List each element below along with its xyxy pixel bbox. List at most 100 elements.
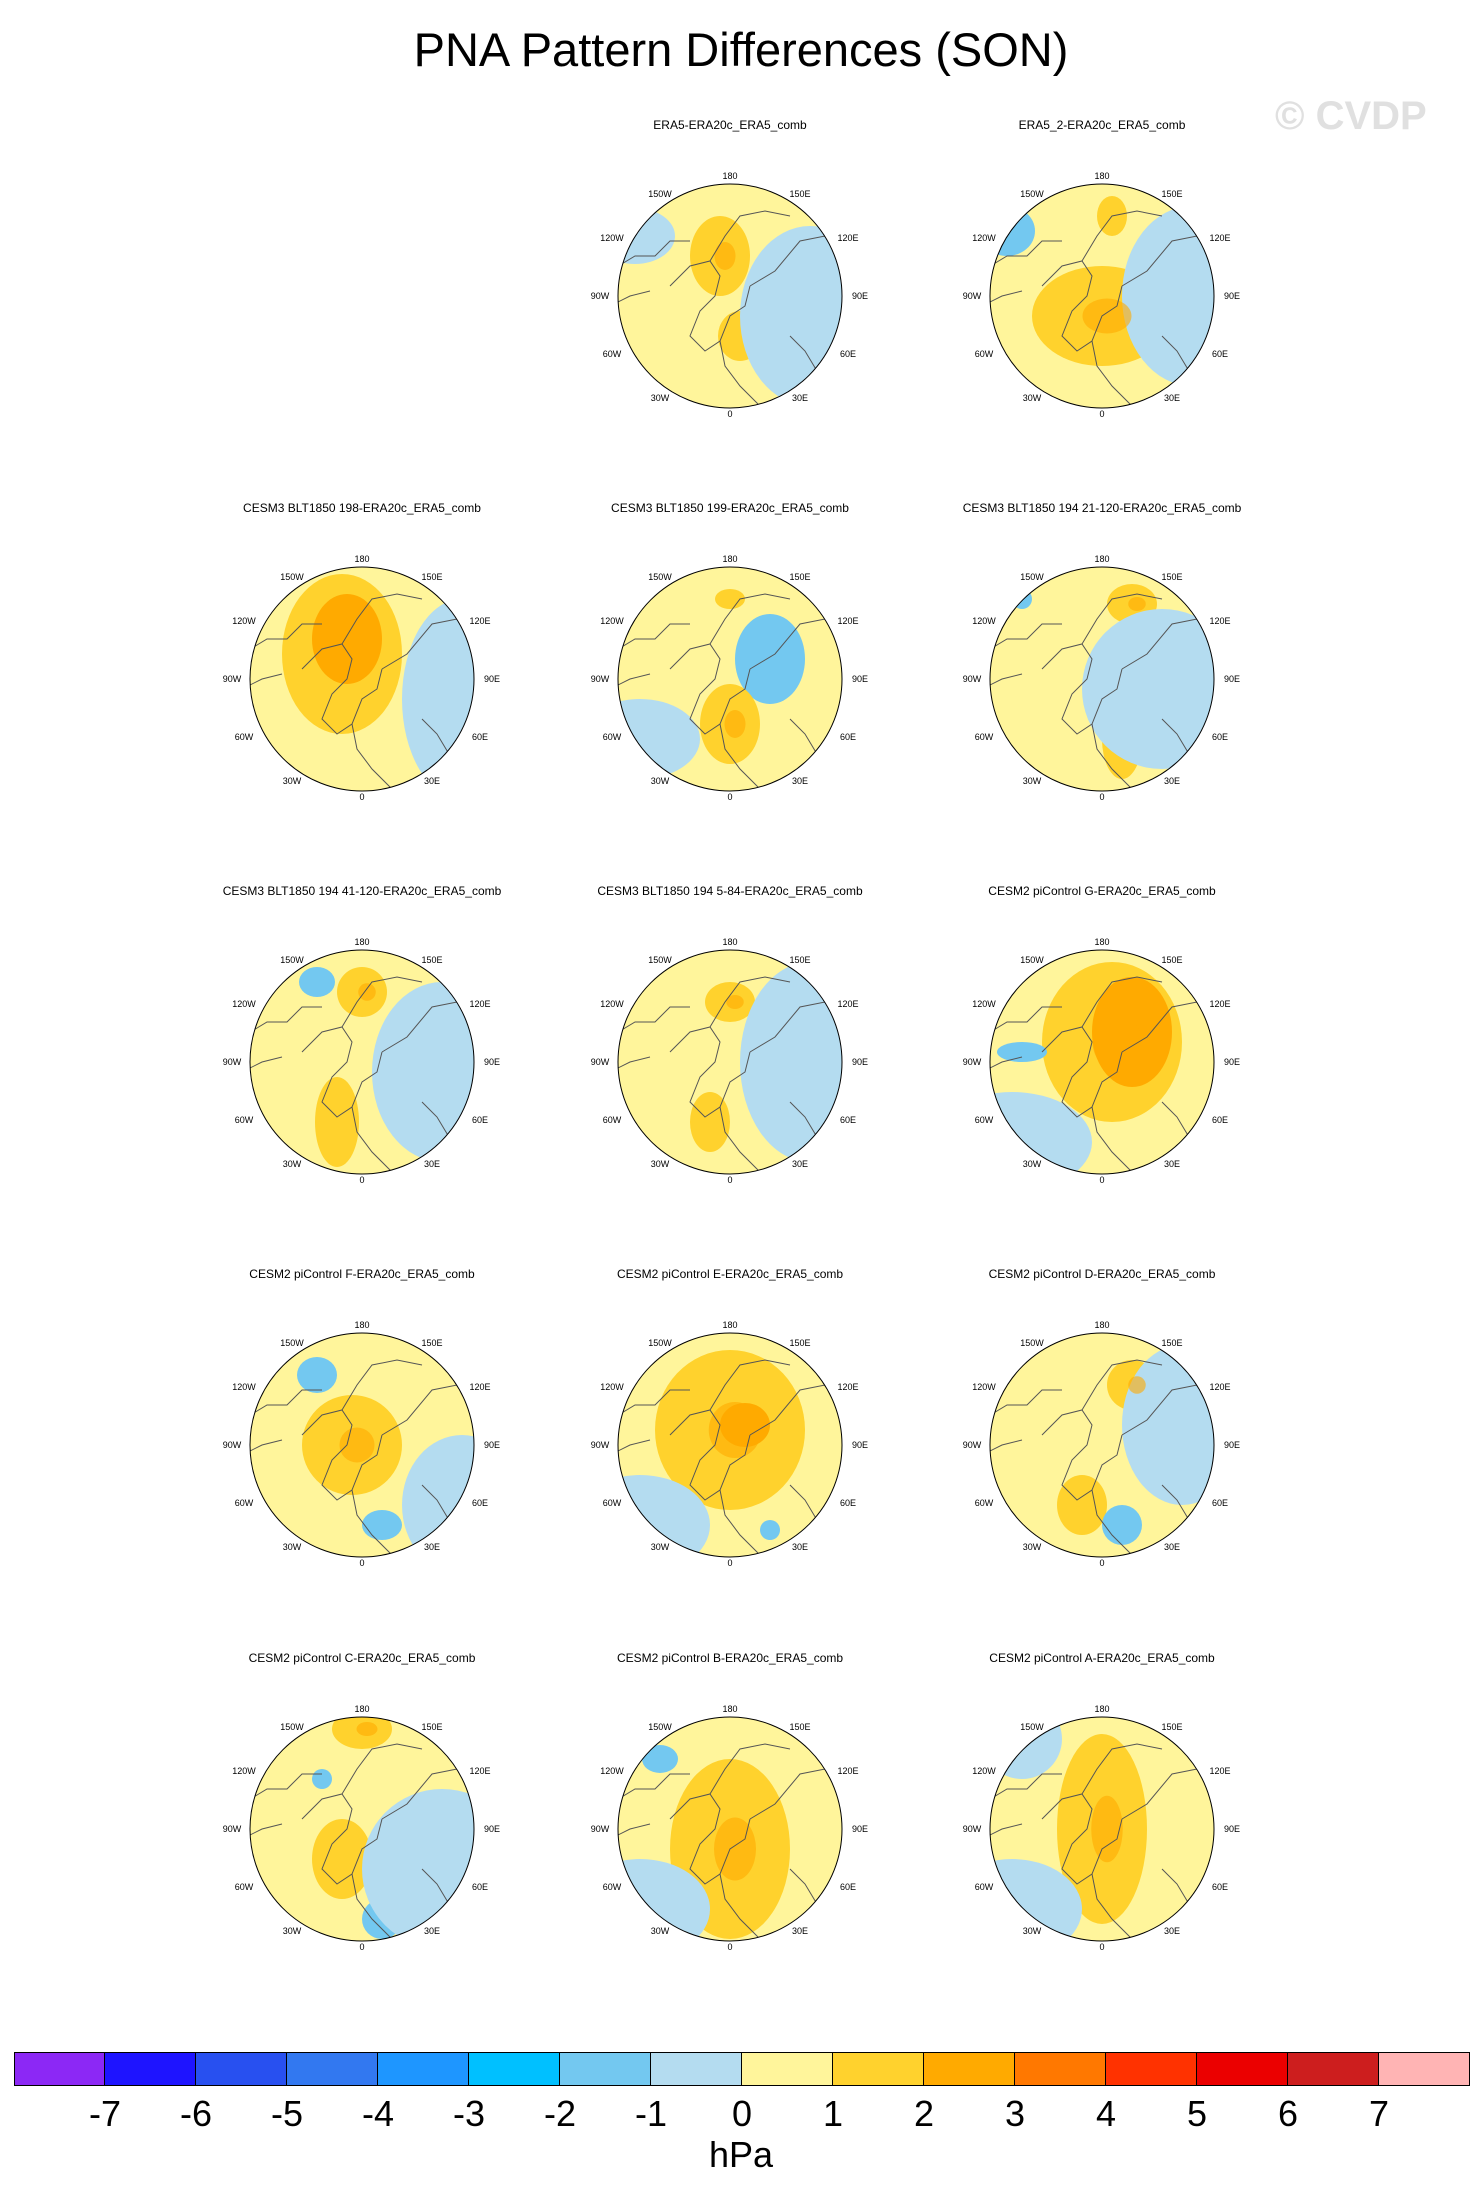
anomaly-core — [1092, 1014, 1142, 1070]
longitude-label: 150E — [421, 1338, 442, 1348]
longitude-label: 180 — [1094, 171, 1109, 181]
polar-map: 180 150E 120E 90E 60E 30E 0 30W 60W 90W 120W 150W — [963, 1704, 1240, 1952]
colorbar-tick: -2 — [543, 2093, 576, 2134]
coastline — [669, 643, 751, 735]
longitude-label: 150E — [421, 572, 442, 582]
longitude-label: 30W — [651, 1542, 670, 1552]
map-border — [989, 949, 1215, 1175]
longitude-label: 150W — [648, 955, 672, 965]
map-border — [249, 1332, 475, 1558]
coastline — [381, 1001, 474, 1053]
panel-title: CESM2 piControl A-ERA20c_ERA5_comb — [989, 1651, 1215, 1665]
colorbar-segment — [196, 2052, 287, 2086]
coastline — [351, 1489, 403, 1557]
longitude-label: 90E — [484, 674, 500, 684]
coastline — [1121, 1001, 1214, 1053]
longitude-label: 60E — [840, 732, 856, 742]
map-border — [249, 566, 475, 792]
panel-title: CESM3 BLT1850 198-ERA20c_ERA5_comb — [243, 501, 481, 515]
coastline — [990, 1439, 1023, 1466]
coastline — [250, 1056, 283, 1083]
longitude-label: 0 — [359, 1558, 364, 1568]
coastline — [749, 1768, 842, 1820]
coastline — [618, 1823, 651, 1850]
longitude-label: 120W — [232, 1382, 256, 1392]
longitude-label: 150W — [280, 1338, 304, 1348]
longitude-label: 0 — [727, 1942, 732, 1952]
colorbar-segment — [1106, 2052, 1197, 2086]
longitude-label: 120E — [469, 999, 490, 1009]
longitude-label: 30E — [424, 776, 440, 786]
longitude-label: 90E — [852, 291, 868, 301]
panel-title: ERA5_2-ERA20c_ERA5_comb — [1018, 118, 1186, 132]
longitude-label: 180 — [354, 1704, 369, 1714]
longitude-label: 60W — [603, 349, 622, 359]
coastline — [990, 240, 1062, 272]
longitude-label: 0 — [1099, 409, 1104, 419]
longitude-label: 180 — [1094, 554, 1109, 564]
longitude-label: 90W — [591, 674, 610, 684]
longitude-label: 60E — [472, 1882, 488, 1892]
longitude-label: 90W — [591, 1440, 610, 1450]
coastline — [719, 1489, 771, 1557]
polar-map: 180 150E 120E 90E 60E 30E 0 30W 60W 90W 120W 150W — [591, 171, 868, 419]
coastline — [351, 1106, 403, 1174]
longitude-label: 30E — [792, 1926, 808, 1936]
coastline — [719, 340, 771, 408]
colorbar-tick: 1 — [822, 2093, 844, 2134]
longitude-label: 0 — [727, 1175, 732, 1185]
colorbar-tick: -1 — [634, 2093, 667, 2134]
longitude-label: 120W — [232, 616, 256, 626]
coastline — [618, 1056, 651, 1083]
longitude-label: 90E — [852, 674, 868, 684]
map-border — [617, 1332, 843, 1558]
longitude-label: 120W — [972, 616, 996, 626]
coastline — [1081, 210, 1163, 262]
longitude-label: 0 — [359, 1942, 364, 1952]
anomaly-contour — [1012, 589, 1032, 609]
map-panel: CESM2 piControl B-ERA20c_ERA5_comb 180 150… — [540, 1651, 920, 2026]
map-panel: CESM3 BLT1850 194 5-84-ERA20c_ERA5_comb 1… — [540, 884, 920, 1259]
map-border — [989, 1332, 1215, 1558]
anomaly-contour — [312, 1769, 332, 1789]
longitude-label: 180 — [354, 937, 369, 947]
longitude-label: 30E — [1164, 1926, 1180, 1936]
longitude-label: 60W — [603, 732, 622, 742]
polar-map: 180 150E 120E 90E 60E 30E 0 30W 60W 90W 120W 150W — [591, 1704, 868, 1952]
map-panel: ERA5_2-ERA20c_ERA5_comb 180 150E 120E 90E 60E… — [912, 118, 1292, 493]
coastline — [669, 1793, 751, 1885]
longitude-label: 120E — [1209, 999, 1230, 1009]
anomaly-contour — [1102, 1505, 1142, 1545]
longitude-label: 180 — [722, 1704, 737, 1714]
longitude-label: 60E — [840, 1115, 856, 1125]
colorbar-tick: 0 — [731, 2093, 753, 2134]
coastline — [341, 976, 423, 1028]
longitude-label: 30E — [792, 1542, 808, 1552]
longitude-label: 150E — [421, 955, 442, 965]
coastline — [749, 1384, 842, 1436]
coastline — [618, 1773, 690, 1805]
longitude-label: 90W — [591, 1057, 610, 1067]
colorbar-segment — [651, 2052, 742, 2086]
longitude-label: 120E — [837, 1766, 858, 1776]
longitude-label: 150W — [280, 955, 304, 965]
anomaly-contour — [618, 1475, 710, 1557]
anomaly-contour — [299, 967, 335, 997]
polar-map: 180 150E 120E 90E 60E 30E 0 30W 60W 90W 120W 150W — [223, 554, 500, 802]
longitude-label: 150W — [1020, 189, 1044, 199]
colorbar-units: hPa — [708, 2134, 774, 2175]
anomaly-core — [714, 1817, 756, 1881]
panel-title: CESM2 piControl G-ERA20c_ERA5_comb — [988, 884, 1216, 898]
coastline — [709, 593, 791, 645]
coastline — [749, 618, 842, 670]
figure-title: PNA Pattern Differences (SON) — [413, 23, 1069, 76]
longitude-label: 150E — [789, 1338, 810, 1348]
anomaly-contour — [997, 1042, 1047, 1062]
coastline — [719, 1106, 771, 1174]
longitude-label: 90E — [1224, 1824, 1240, 1834]
longitude-label: 90W — [591, 291, 610, 301]
colorbar-segment — [924, 2052, 1015, 2086]
map-panel: CESM2 piControl D-ERA20c_ERA5_comb 180 150… — [912, 1267, 1292, 1642]
longitude-label: 30E — [424, 1542, 440, 1552]
map-panel: CESM2 piControl F-ERA20c_ERA5_comb 180 150… — [172, 1267, 552, 1642]
